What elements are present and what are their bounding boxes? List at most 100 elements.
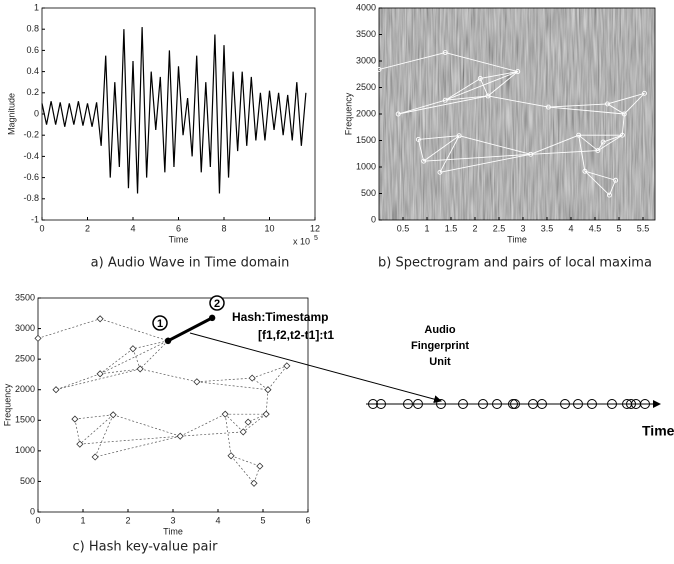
x-tick-label: 1: [80, 515, 85, 525]
pair-edge: [597, 134, 623, 151]
pair-edge: [99, 340, 169, 375]
y-tick-label: 1: [34, 2, 39, 12]
x-tick-label: 1.5: [445, 223, 458, 233]
y-axis-label: Frequency: [343, 92, 353, 135]
pair-edge: [139, 340, 169, 370]
peak-point: [442, 97, 448, 103]
peak-point: [256, 462, 264, 470]
peak-point: [528, 151, 534, 157]
y-tick-label: -1: [31, 214, 39, 224]
peak-point: [176, 432, 184, 440]
y-tick-label: 1000: [15, 445, 35, 455]
y-tick-label: 0: [30, 506, 35, 516]
peak-point: [91, 453, 99, 461]
pair-edge: [113, 414, 181, 437]
pair-edge: [417, 139, 425, 162]
y-tick-label: 1500: [356, 135, 376, 145]
peak-point: [415, 136, 421, 142]
unit-label: Fingerprint: [411, 340, 469, 352]
x-tick-label: 8: [221, 223, 226, 233]
hash-label: Hash:Timestamp: [232, 310, 328, 324]
x-tick-label: 0: [39, 223, 44, 233]
peak-point: [515, 69, 521, 75]
hash-point: [164, 337, 172, 344]
peak-point: [244, 418, 252, 426]
peak-point: [456, 133, 462, 139]
x-multiplier-exponent: 5: [314, 235, 318, 242]
marker-number: 2: [214, 298, 220, 310]
peak-point: [477, 76, 483, 81]
y-tick-label: 1000: [356, 161, 376, 171]
peak-point: [34, 334, 42, 342]
pair-edge: [423, 153, 531, 162]
pair-edge: [132, 340, 169, 350]
pair-edge: [479, 78, 489, 97]
x-tick-label: 4: [215, 515, 220, 525]
pair-edge: [459, 135, 531, 155]
x-tick-label: 5: [616, 223, 621, 233]
x-tick-label: 2: [125, 515, 130, 525]
pair-edge: [224, 414, 232, 456]
pair-edge: [242, 413, 267, 433]
pair-edge: [530, 150, 598, 155]
peak-point: [71, 415, 79, 423]
pair-edge: [230, 455, 260, 467]
peak-point: [109, 411, 117, 419]
pair-edge: [74, 418, 81, 445]
peak-point: [376, 67, 382, 72]
pair-edge: [548, 103, 608, 108]
peak-point: [613, 177, 619, 183]
peak-point: [262, 410, 270, 418]
pair-edge: [423, 135, 460, 162]
marker-number: 1: [157, 318, 163, 330]
pair-edge: [418, 135, 460, 140]
pair-edge: [439, 135, 460, 173]
peak-point: [595, 148, 601, 154]
y-tick-label: 3500: [356, 29, 376, 39]
caption: b) Spectrogram and pairs of local maxima: [378, 256, 652, 271]
x-tick-label: 4.5: [589, 223, 602, 233]
y-tick-label: 3500: [15, 292, 35, 302]
pair-edge: [398, 95, 489, 115]
x-tick-label: 2: [472, 223, 477, 233]
peak-point: [395, 111, 401, 117]
x-tick-label: 4: [568, 223, 573, 233]
peak-point: [582, 168, 588, 174]
pair-edge: [100, 368, 141, 375]
pair-edge: [487, 71, 519, 97]
y-tick-label: 0.6: [26, 45, 39, 55]
peak-point: [250, 479, 258, 487]
unit-label: Audio: [424, 324, 455, 336]
y-axis-label: Frequency: [2, 383, 12, 426]
y-tick-label: 2000: [356, 108, 376, 118]
x-tick-label: 12: [310, 223, 320, 233]
hash-value: [f1,f2,t2-t1]:t1: [258, 328, 334, 342]
y-tick-label: 2000: [15, 384, 35, 394]
peak-point: [239, 428, 247, 436]
peak-point: [52, 386, 60, 394]
x-tick-label: 6: [305, 515, 310, 525]
peak-point: [96, 315, 104, 323]
x-tick-label: 1: [424, 223, 429, 233]
peak-point: [606, 192, 612, 198]
pair-edge: [95, 435, 181, 458]
pair-edge: [445, 71, 518, 101]
caption: a) Audio Wave in Time domain: [91, 256, 290, 271]
pair-edge: [79, 414, 114, 445]
y-tick-label: 4000: [356, 2, 376, 12]
pair-edge: [621, 113, 625, 136]
pair-edge: [267, 365, 288, 390]
pair-edge: [55, 368, 141, 391]
x-axis-label: Time: [169, 234, 189, 244]
pair-edge: [196, 377, 253, 383]
pair-edge: [548, 106, 625, 115]
peak-point: [129, 345, 137, 353]
pair-edge: [439, 153, 531, 173]
pair-edge: [196, 381, 268, 391]
peak-point: [545, 104, 551, 110]
y-tick-label: 500: [361, 188, 376, 198]
pair-edge: [445, 95, 489, 101]
x-tick-label: 5: [260, 515, 265, 525]
